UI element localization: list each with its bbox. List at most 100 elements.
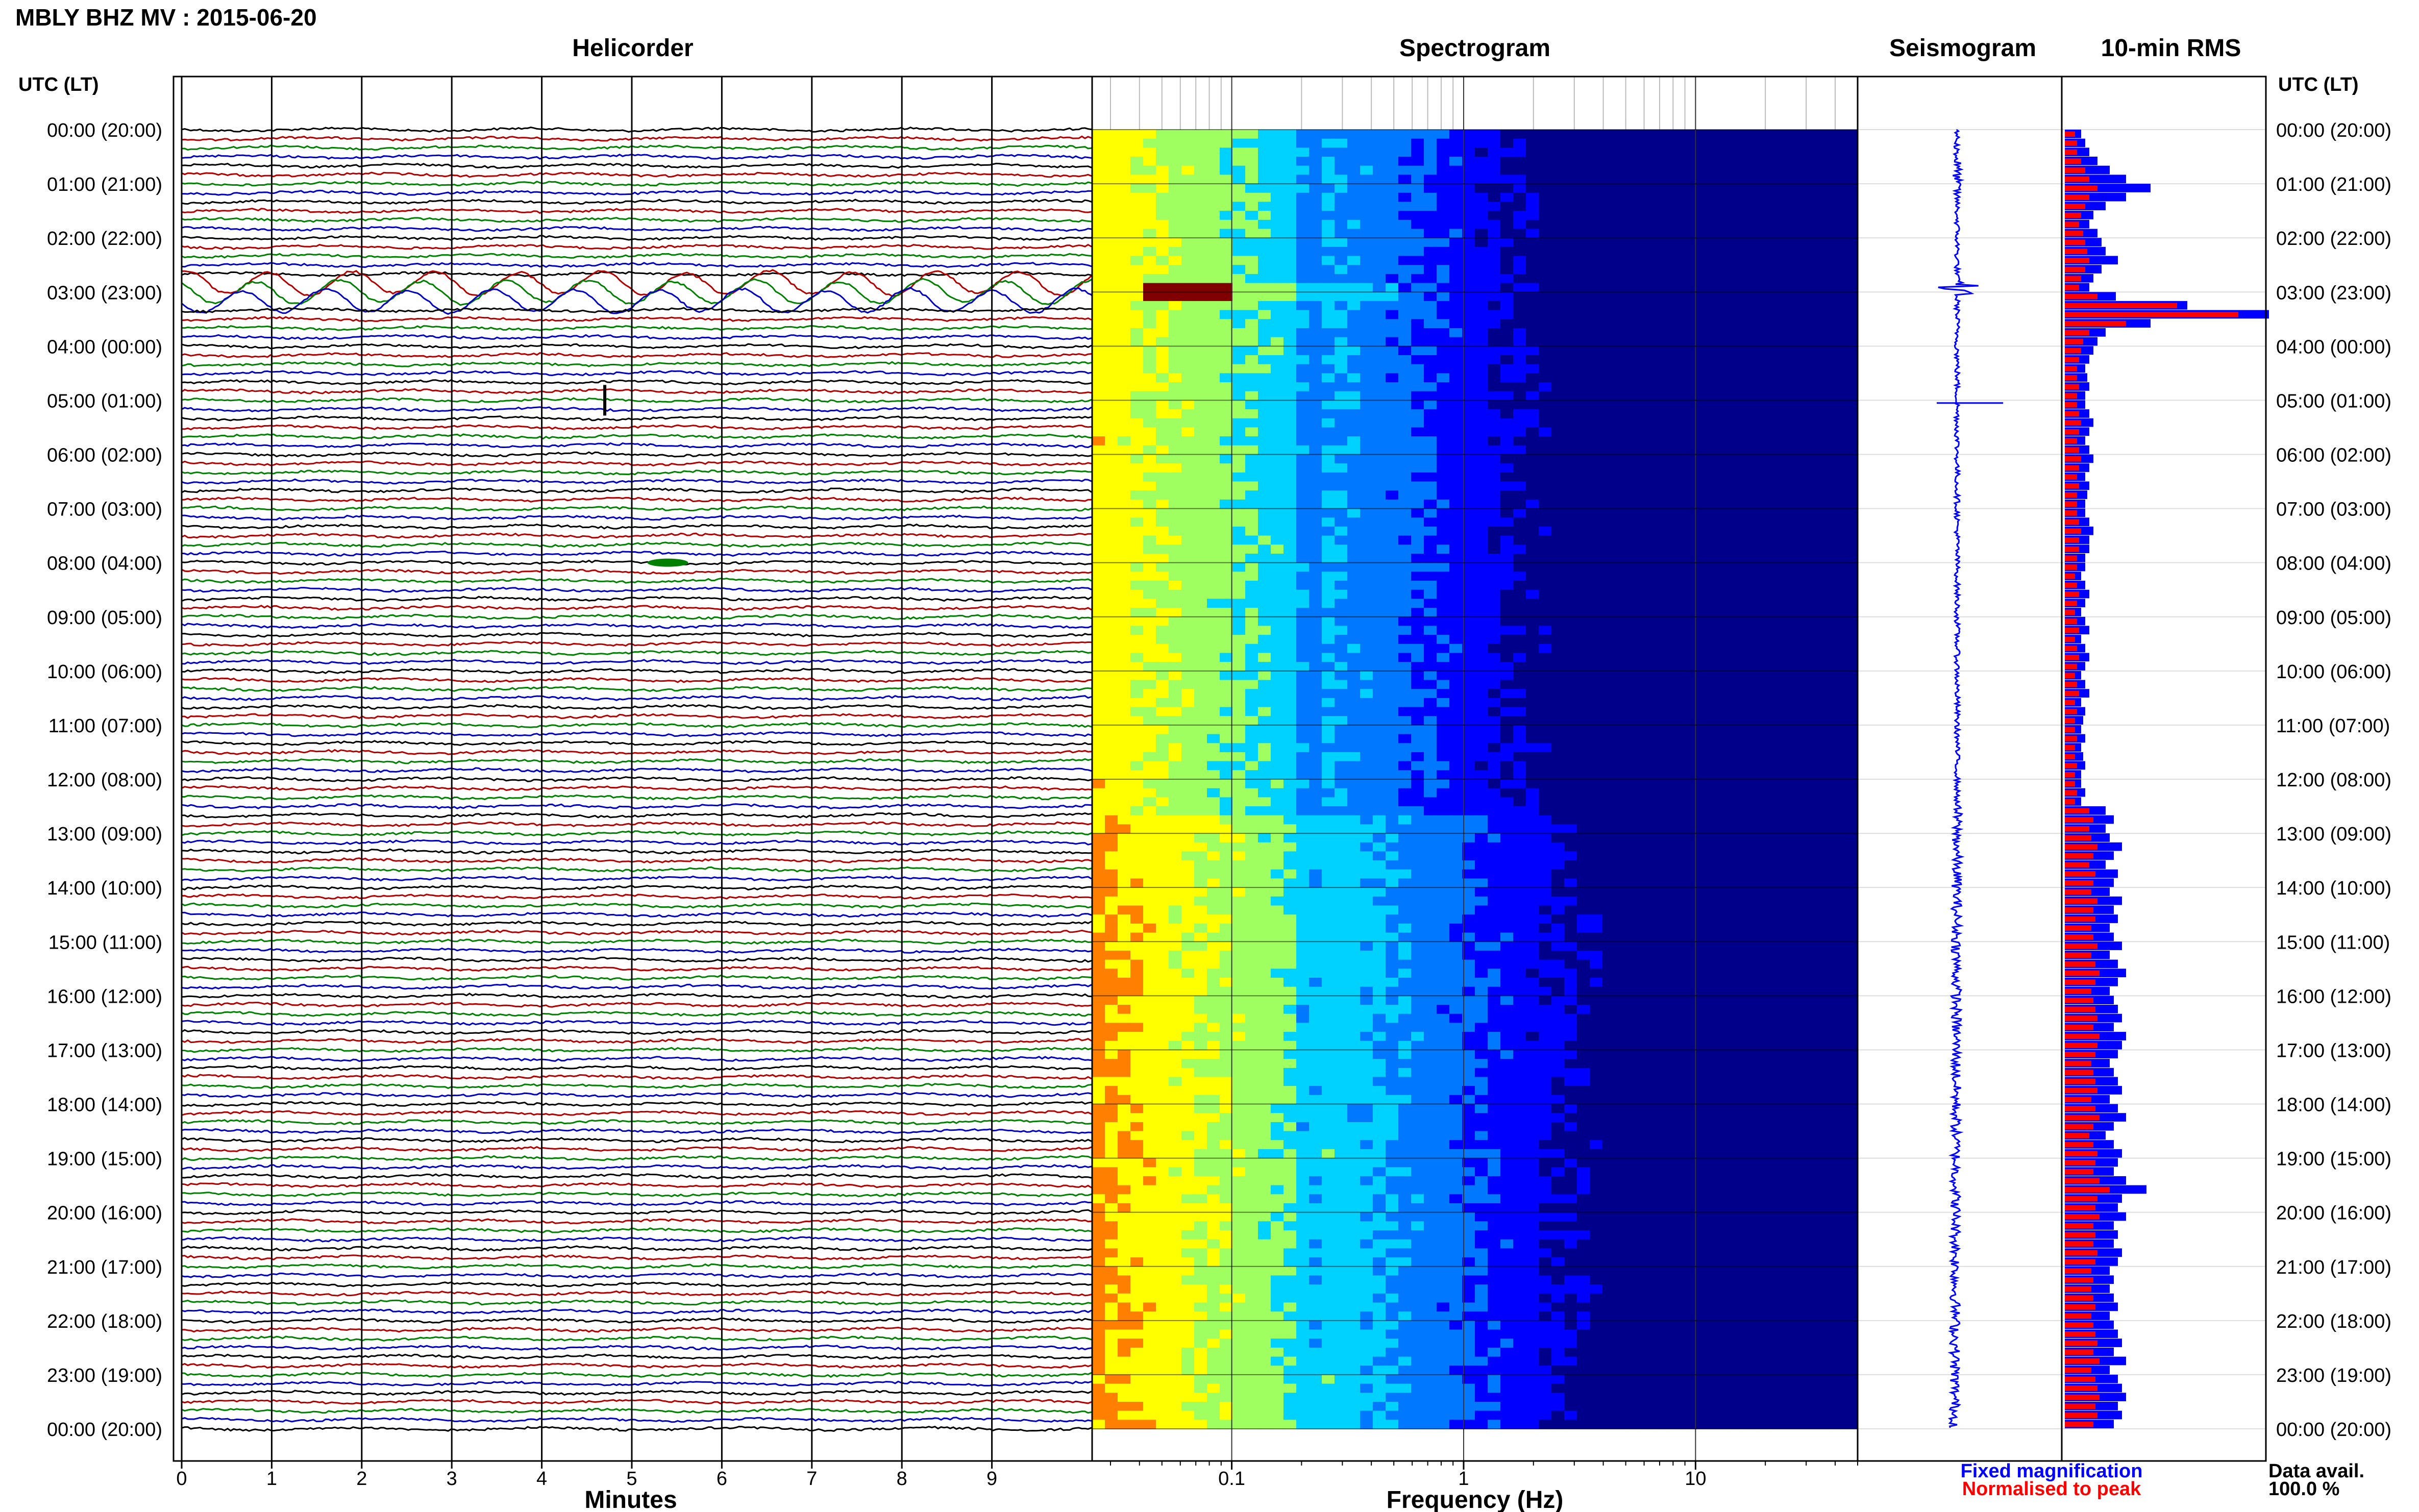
spectrogram-cell — [1398, 517, 1412, 527]
spectrogram-cell — [1730, 671, 1743, 681]
spectrogram-cell — [1283, 175, 1297, 184]
spectrogram-cell — [1105, 626, 1118, 635]
spectrogram-cell — [1743, 544, 1756, 554]
spectrogram-cell — [1819, 418, 1833, 428]
spectrogram-cell — [1232, 842, 1246, 852]
spectrogram-cell — [1156, 175, 1169, 184]
spectrogram-cell — [1794, 725, 1807, 735]
spectrogram-cell — [1360, 589, 1373, 599]
spectrogram-cell — [1615, 761, 1628, 771]
spectrogram-cell — [1500, 274, 1514, 284]
spectrogram-cell — [1156, 427, 1169, 437]
spectrogram-cell — [1628, 635, 1641, 645]
spectrogram-cell — [1411, 175, 1424, 184]
spectrogram-cell — [1845, 517, 1858, 527]
helicorder-trace — [181, 162, 1092, 169]
spectrogram-cell — [1309, 671, 1322, 681]
spectrogram-cell — [1411, 400, 1424, 410]
spectrogram-cell — [1781, 824, 1794, 834]
spectrogram-cell — [1475, 400, 1488, 410]
spectrogram-cell — [1590, 246, 1603, 257]
spectrogram-cell — [1500, 310, 1514, 319]
spectrogram-cell — [1156, 581, 1169, 590]
spectrogram-cell — [1628, 806, 1641, 816]
spectrogram-cell — [1207, 355, 1220, 365]
spectrogram-cell — [1360, 698, 1373, 708]
spectrogram-cell — [1437, 743, 1450, 753]
spectrogram-cell — [1143, 797, 1156, 807]
spectrogram-cell — [1181, 842, 1195, 852]
spectrogram-cell — [1781, 806, 1794, 816]
spectrogram-cell — [1373, 535, 1386, 545]
spectrogram-cell — [1781, 716, 1794, 726]
spectrogram-cell — [1768, 499, 1782, 509]
spectrogram-cell — [1641, 544, 1654, 554]
spectrogram-cell — [1705, 427, 1718, 437]
helicorder-trace — [181, 1245, 1092, 1252]
spectrogram-cell — [1794, 797, 1807, 807]
spectrogram-cell — [1335, 274, 1348, 284]
spectrogram-cell — [1819, 130, 1833, 139]
spectrogram-cell — [1092, 373, 1105, 383]
spectrogram-cell — [1424, 788, 1437, 798]
spectrogram-cell — [1551, 382, 1565, 392]
spectrogram-cell — [1322, 643, 1335, 654]
spectrogram-cell — [1271, 130, 1284, 139]
spectrogram-cell — [1756, 562, 1769, 572]
spectrogram-cell — [1092, 427, 1105, 437]
spectrogram-cell — [1360, 454, 1373, 464]
spectrogram-cell — [1258, 788, 1271, 798]
spectrogram-cell — [1666, 544, 1680, 554]
spectrogram-cell — [1807, 770, 1820, 780]
spectrogram-cell — [1309, 130, 1322, 139]
spectrogram-cell — [1730, 157, 1743, 166]
spectrogram-cell — [1513, 616, 1526, 627]
spectrogram-cell — [1156, 328, 1169, 338]
spectrogram-cell — [1335, 202, 1348, 211]
spectrogram-cell — [1564, 238, 1577, 247]
helicorder-trace — [181, 749, 1092, 755]
spectrogram-cell — [1347, 508, 1361, 518]
spectrogram-cell — [1679, 382, 1692, 392]
spectrogram-cell — [1424, 517, 1437, 527]
spectrogram-cell — [1615, 490, 1628, 500]
spectrogram-cell — [1692, 454, 1705, 464]
spectrogram-cell — [1679, 680, 1692, 689]
spectrogram-cell — [1539, 445, 1552, 455]
spectrogram-cell — [1577, 680, 1590, 689]
spectrogram-cell — [1335, 454, 1348, 464]
spectrogram-cell — [1628, 734, 1641, 743]
spectrogram-cell — [1615, 481, 1628, 491]
spectrogram-cell — [1539, 202, 1552, 211]
spectrogram-cell — [1462, 616, 1475, 627]
helicorder-trace — [181, 1218, 1092, 1225]
spectrogram-cell — [1845, 382, 1858, 392]
spectrogram-cell — [1347, 472, 1361, 482]
spectrogram-cell — [1513, 373, 1526, 383]
spectrogram-cell — [1500, 689, 1514, 699]
spectrogram-cell — [1602, 581, 1616, 590]
spectrogram-cell — [1386, 680, 1399, 689]
spectrogram-cell — [1602, 409, 1616, 419]
spectrogram-cell — [1194, 797, 1207, 807]
spectrogram-cell — [1488, 743, 1501, 753]
spectrogram-cell — [1411, 725, 1424, 735]
spectrogram-cell — [1551, 463, 1565, 473]
spectrogram-cell — [1602, 806, 1616, 816]
spectrogram-cell — [1271, 797, 1284, 807]
spectrogram-cell — [1309, 554, 1322, 563]
spectrogram-cell — [1539, 301, 1552, 311]
spectrogram-cell — [1539, 806, 1552, 816]
spectrogram-cell — [1590, 779, 1603, 789]
spectrogram-cell — [1386, 355, 1399, 365]
spectrogram-cell — [1488, 400, 1501, 410]
spectrogram-cell — [1194, 635, 1207, 645]
spectrogram-cell — [1449, 463, 1463, 473]
spectrogram-cell — [1590, 599, 1603, 608]
spectrogram-cell — [1705, 364, 1718, 374]
spectrogram-cell — [1692, 409, 1705, 419]
spectrogram-cell — [1092, 184, 1105, 193]
spectrogram-cell — [1513, 752, 1526, 762]
spectrogram-cell — [1169, 508, 1182, 518]
spectrogram-cell — [1679, 526, 1692, 536]
